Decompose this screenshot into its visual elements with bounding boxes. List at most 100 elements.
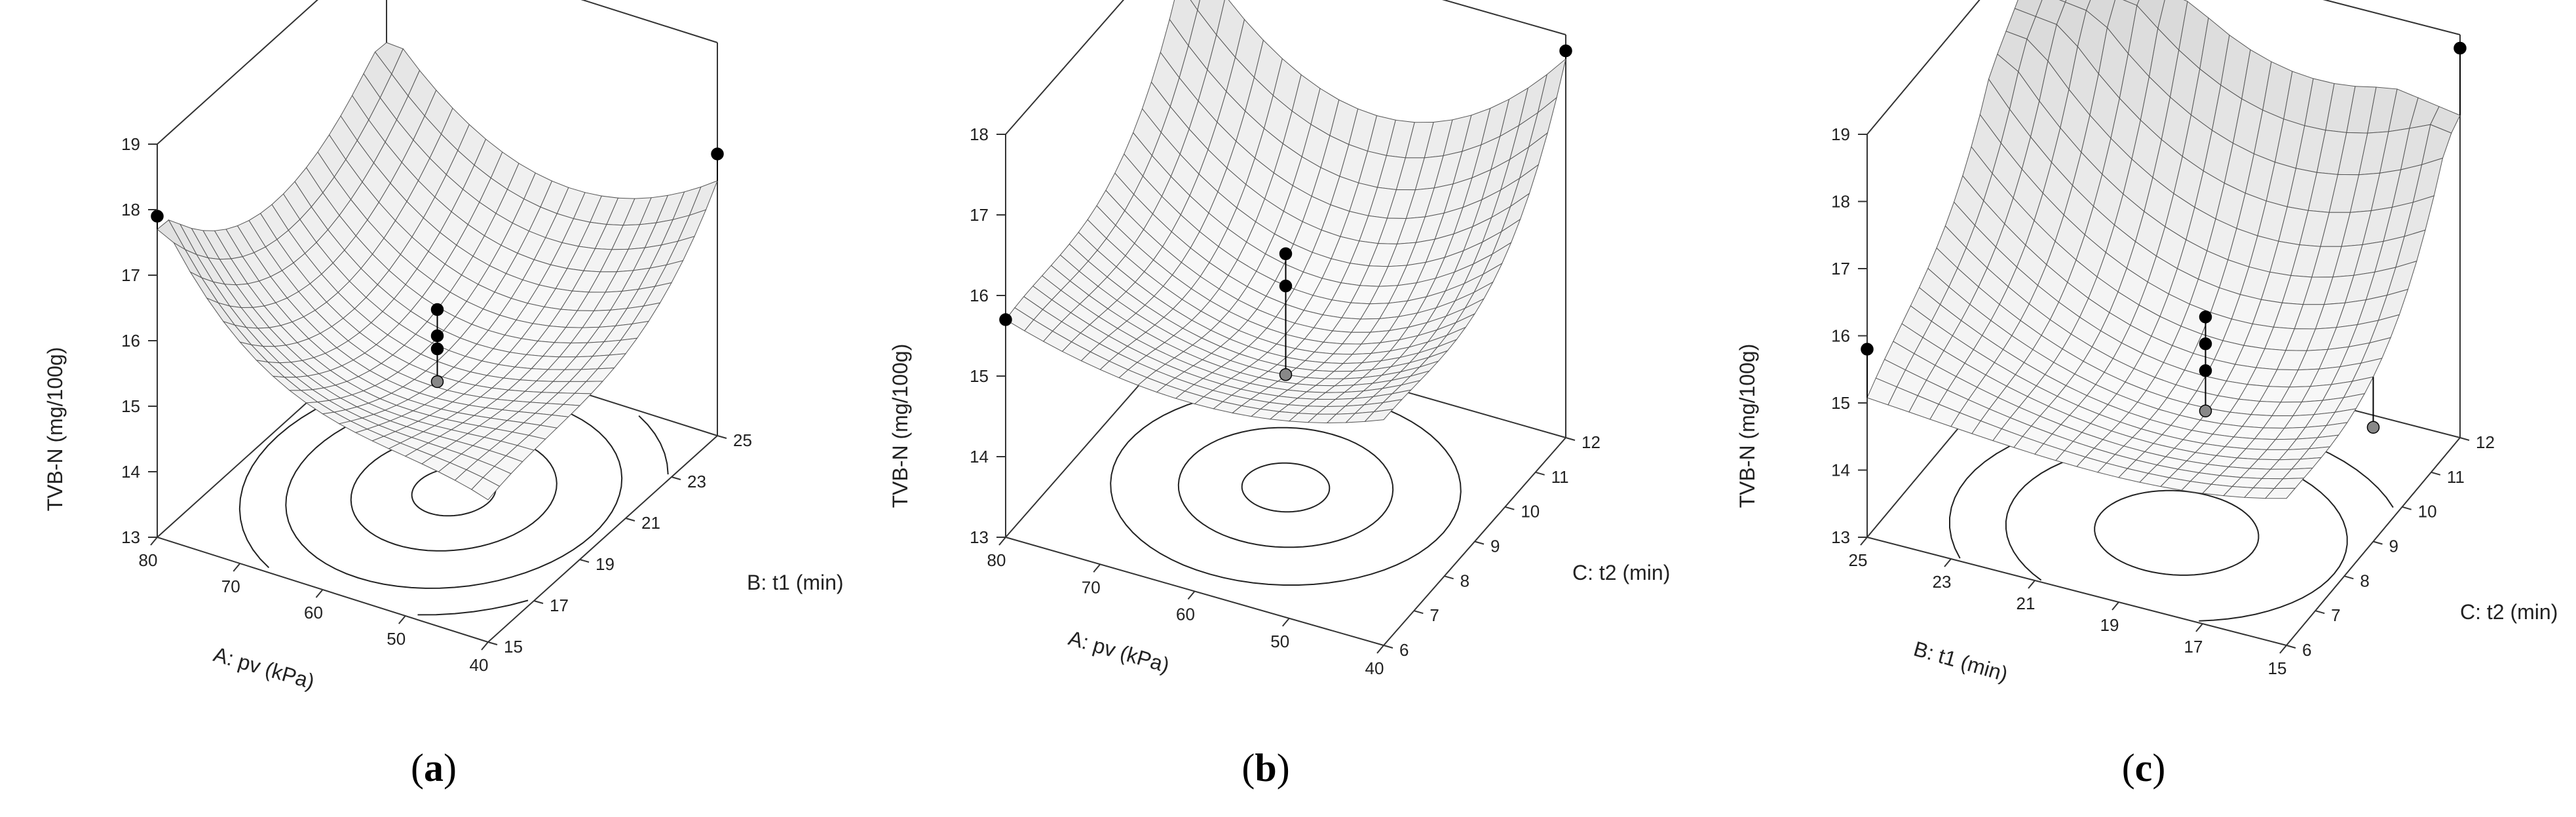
z-axis-label: TVB-N (mg/100g) — [1735, 344, 1759, 508]
y-tick-mark — [717, 435, 727, 439]
axis-frame-line — [1005, 0, 1125, 135]
y-tick-mark — [1535, 471, 1545, 476]
design-point — [430, 375, 444, 389]
x-tick-mark — [315, 589, 324, 598]
axis-frame-line — [157, 0, 318, 145]
axis-frame-line — [2322, 0, 2461, 35]
x-tick-label: 17 — [2184, 637, 2203, 656]
y-tick-label: 6 — [2302, 640, 2311, 660]
z-tick-label: 19 — [1831, 124, 1850, 144]
contour-line — [1177, 427, 1394, 548]
x-tick-mark — [2112, 601, 2119, 611]
x-tick-label: 50 — [1270, 632, 1289, 651]
y-tick-label: 25 — [733, 430, 752, 450]
x-axis-ticks: 80 70 60 50 40 — [139, 537, 489, 675]
surface-cell — [1307, 413, 1337, 424]
design-point — [2453, 41, 2467, 55]
y-tick-mark — [487, 641, 498, 645]
y-tick-label: 17 — [550, 596, 569, 615]
design-point — [1861, 343, 1874, 356]
response-surface — [1866, 0, 2461, 499]
axis-frame-line — [487, 435, 718, 643]
response-surface — [1005, 0, 1566, 424]
panel-c-caption: (c) — [2122, 746, 2166, 789]
y-tick-label: 9 — [1490, 537, 1500, 556]
y-tick-label: 8 — [1460, 571, 1469, 590]
x-tick-mark — [1376, 645, 1384, 654]
design-point — [711, 147, 724, 161]
y-tick-mark — [625, 518, 635, 522]
design-point — [2199, 404, 2212, 417]
design-points — [151, 147, 724, 389]
x-tick-label: 40 — [1365, 658, 1384, 678]
x-tick-mark — [150, 537, 158, 546]
x-tick-mark — [2195, 623, 2203, 632]
design-point — [1279, 247, 1293, 261]
design-point — [151, 210, 164, 223]
surface-cell — [471, 477, 501, 501]
y-tick-label: 7 — [1430, 605, 1439, 625]
response-surface — [157, 42, 718, 501]
z-axis-label: TVB-N (mg/100g) — [43, 347, 67, 512]
z-tick-label: 15 — [1831, 393, 1850, 413]
z-tick-label: 18 — [970, 124, 989, 144]
z-tick-label: 14 — [1831, 461, 1850, 480]
x-tick-label: 19 — [2100, 615, 2119, 635]
z-axis-ticks: 13 14 15 16 17 18 — [970, 124, 1006, 547]
y-axis-label: B: t1 (min) — [747, 571, 844, 594]
design-point — [430, 329, 444, 343]
design-point — [430, 342, 444, 356]
z-axis-label: TVB-N (mg/100g) — [888, 344, 912, 508]
x-tick-label: 60 — [304, 603, 323, 622]
z-tick-label: 15 — [121, 396, 140, 416]
y-axis-ticks: 15 17 19 21 23 25 — [487, 430, 752, 656]
z-axis-ticks: 13 14 15 16 17 18 19 — [121, 134, 157, 547]
y-tick-label: 7 — [2331, 605, 2340, 625]
x-tick-mark — [2279, 645, 2287, 654]
y-tick-mark — [2431, 471, 2441, 476]
x-tick-mark — [481, 641, 489, 651]
y-axis-ticks: 6 7 8 9 10 11 12 — [1383, 432, 1601, 660]
design-point — [2199, 337, 2212, 351]
x-axis-label: A: pv (kPa) — [1066, 626, 1172, 677]
x-tick-label: 21 — [2017, 594, 2036, 613]
x-tick-label: 50 — [387, 629, 406, 649]
x-tick-label: 80 — [139, 550, 158, 570]
y-axis-label: C: t2 (min) — [1572, 561, 1670, 584]
x-tick-mark — [1281, 618, 1290, 627]
design-point — [1279, 368, 1293, 381]
y-tick-label: 6 — [1399, 640, 1409, 660]
design-point — [430, 303, 444, 316]
design-points — [1861, 41, 2467, 434]
y-tick-label: 12 — [2476, 432, 2495, 452]
design-point — [1279, 279, 1293, 293]
z-tick-label: 18 — [1831, 192, 1850, 212]
z-tick-label: 18 — [121, 200, 140, 219]
z-tick-label: 13 — [1831, 527, 1850, 547]
y-tick-mark — [1444, 575, 1454, 580]
z-tick-label: 16 — [121, 331, 140, 351]
y-tick-mark — [1414, 610, 1424, 615]
y-axis-label: C: t2 (min) — [2460, 600, 2558, 624]
z-tick-label: 14 — [121, 462, 140, 482]
panel-b-surface-plot: 13 14 15 16 17 18 80 70 60 50 40 6 7 8 9 10 11 12 TVB-N (m… — [888, 0, 1670, 678]
y-tick-label: 8 — [2360, 571, 2369, 590]
z-tick-label: 16 — [970, 286, 989, 305]
x-tick-label: 70 — [221, 577, 240, 596]
z-tick-label: 16 — [1831, 326, 1850, 346]
y-tick-label: 10 — [2418, 502, 2437, 522]
y-tick-label: 15 — [504, 637, 523, 656]
y-tick-label: 21 — [641, 513, 660, 533]
y-tick-label: 11 — [2447, 467, 2465, 487]
y-tick-label: 9 — [2389, 537, 2398, 556]
y-tick-label: 11 — [1551, 467, 1569, 487]
y-tick-label: 23 — [687, 472, 706, 491]
panel-b-caption: (b) — [1241, 746, 1289, 789]
design-point — [2366, 421, 2380, 434]
panel-c-surface-plot: 13 14 15 16 17 18 19 25 23 21 19 17 15 67 8 9 10 11 12 TVB-… — [1735, 0, 2558, 686]
x-tick-mark — [2028, 580, 2036, 589]
x-tick-label: 15 — [2268, 658, 2287, 678]
x-axis-label: A: pv (kPa) — [211, 642, 317, 693]
z-tick-label: 14 — [970, 447, 989, 466]
